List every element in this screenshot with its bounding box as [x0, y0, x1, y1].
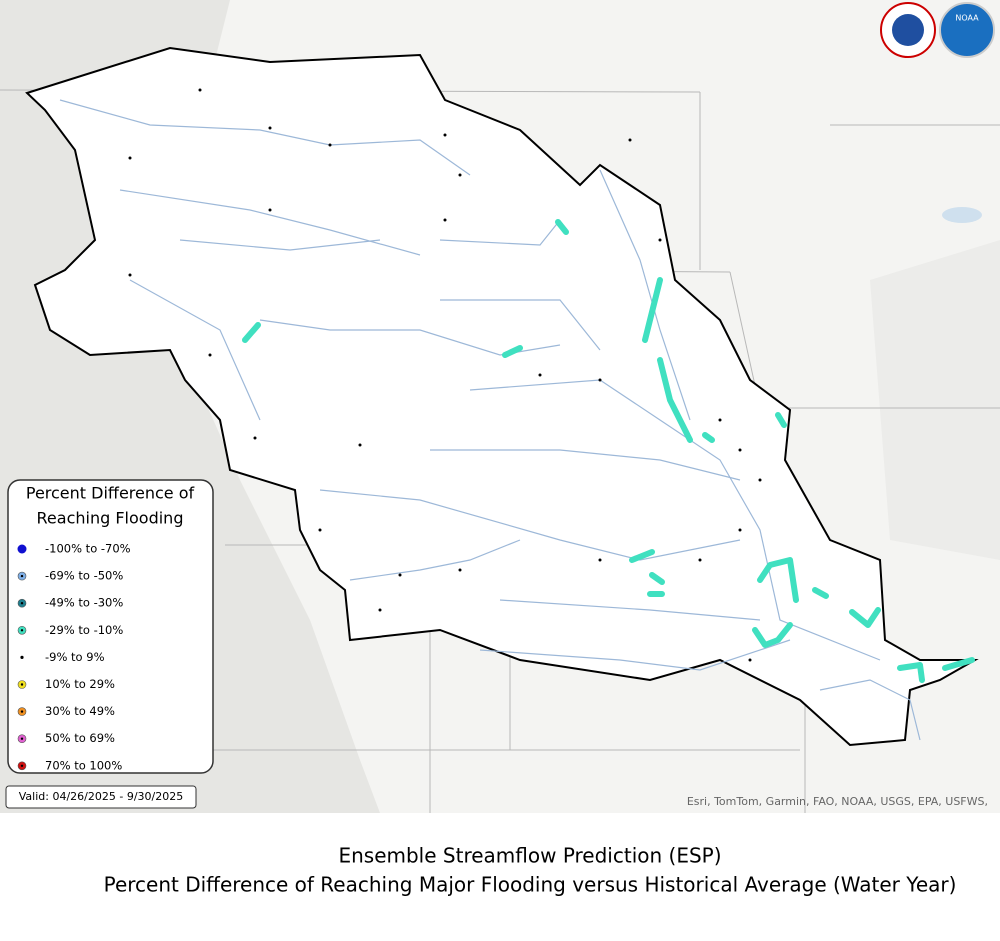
caption-line: Ensemble Streamflow Prediction (ESP): [338, 844, 721, 868]
noaa-logo: [939, 2, 995, 58]
legend-label: -9% to 9%: [45, 650, 105, 664]
lake: [942, 207, 982, 223]
logos: NOAA: [880, 2, 995, 58]
legend-title: Reaching Flooding: [37, 509, 184, 528]
legend-label: -29% to -10%: [45, 623, 123, 637]
legend-swatch-center: [20, 629, 24, 632]
legend-label: 10% to 29%: [45, 677, 115, 691]
terrain: [870, 240, 1000, 560]
valid-box: [5, 785, 197, 809]
legend-label: 70% to 100%: [45, 758, 122, 772]
valid-date: Valid: 04/26/2025 - 9/30/2025: [19, 790, 183, 803]
legend-label: 30% to 49%: [45, 704, 115, 718]
attribution: Esri, TomTom, Garmin, FAO, NOAA, USGS, E…: [687, 795, 988, 808]
legend-title: Percent Difference of: [26, 484, 195, 503]
legend: Percent Difference of Reaching Flooding …: [7, 479, 214, 774]
noaa-logo-text: NOAA: [955, 14, 979, 23]
legend-label: 50% to 69%: [45, 731, 115, 745]
legend-swatch-center: [20, 764, 24, 767]
gauges: [128, 88, 762, 662]
caption-area: [0, 813, 1000, 937]
legend-swatch: [20, 655, 24, 660]
basin-outline: [25, 46, 979, 747]
legend-label: -69% to -50%: [45, 569, 123, 583]
legend-swatch-center: [20, 737, 24, 740]
legend-swatch-center: [20, 683, 24, 686]
legend-swatch-center: [20, 602, 24, 605]
legend-swatch: [17, 544, 27, 554]
nws-logo-center: [892, 14, 924, 46]
flood-segments: [242, 219, 975, 683]
caption-line: Percent Difference of Reaching Major Flo…: [104, 873, 957, 897]
legend-swatch-center: [20, 710, 24, 713]
legend-label: -49% to -30%: [45, 596, 123, 610]
legend-box: [7, 479, 214, 774]
legend-swatch-center: [20, 574, 24, 578]
legend-label: -100% to -70%: [45, 542, 131, 556]
